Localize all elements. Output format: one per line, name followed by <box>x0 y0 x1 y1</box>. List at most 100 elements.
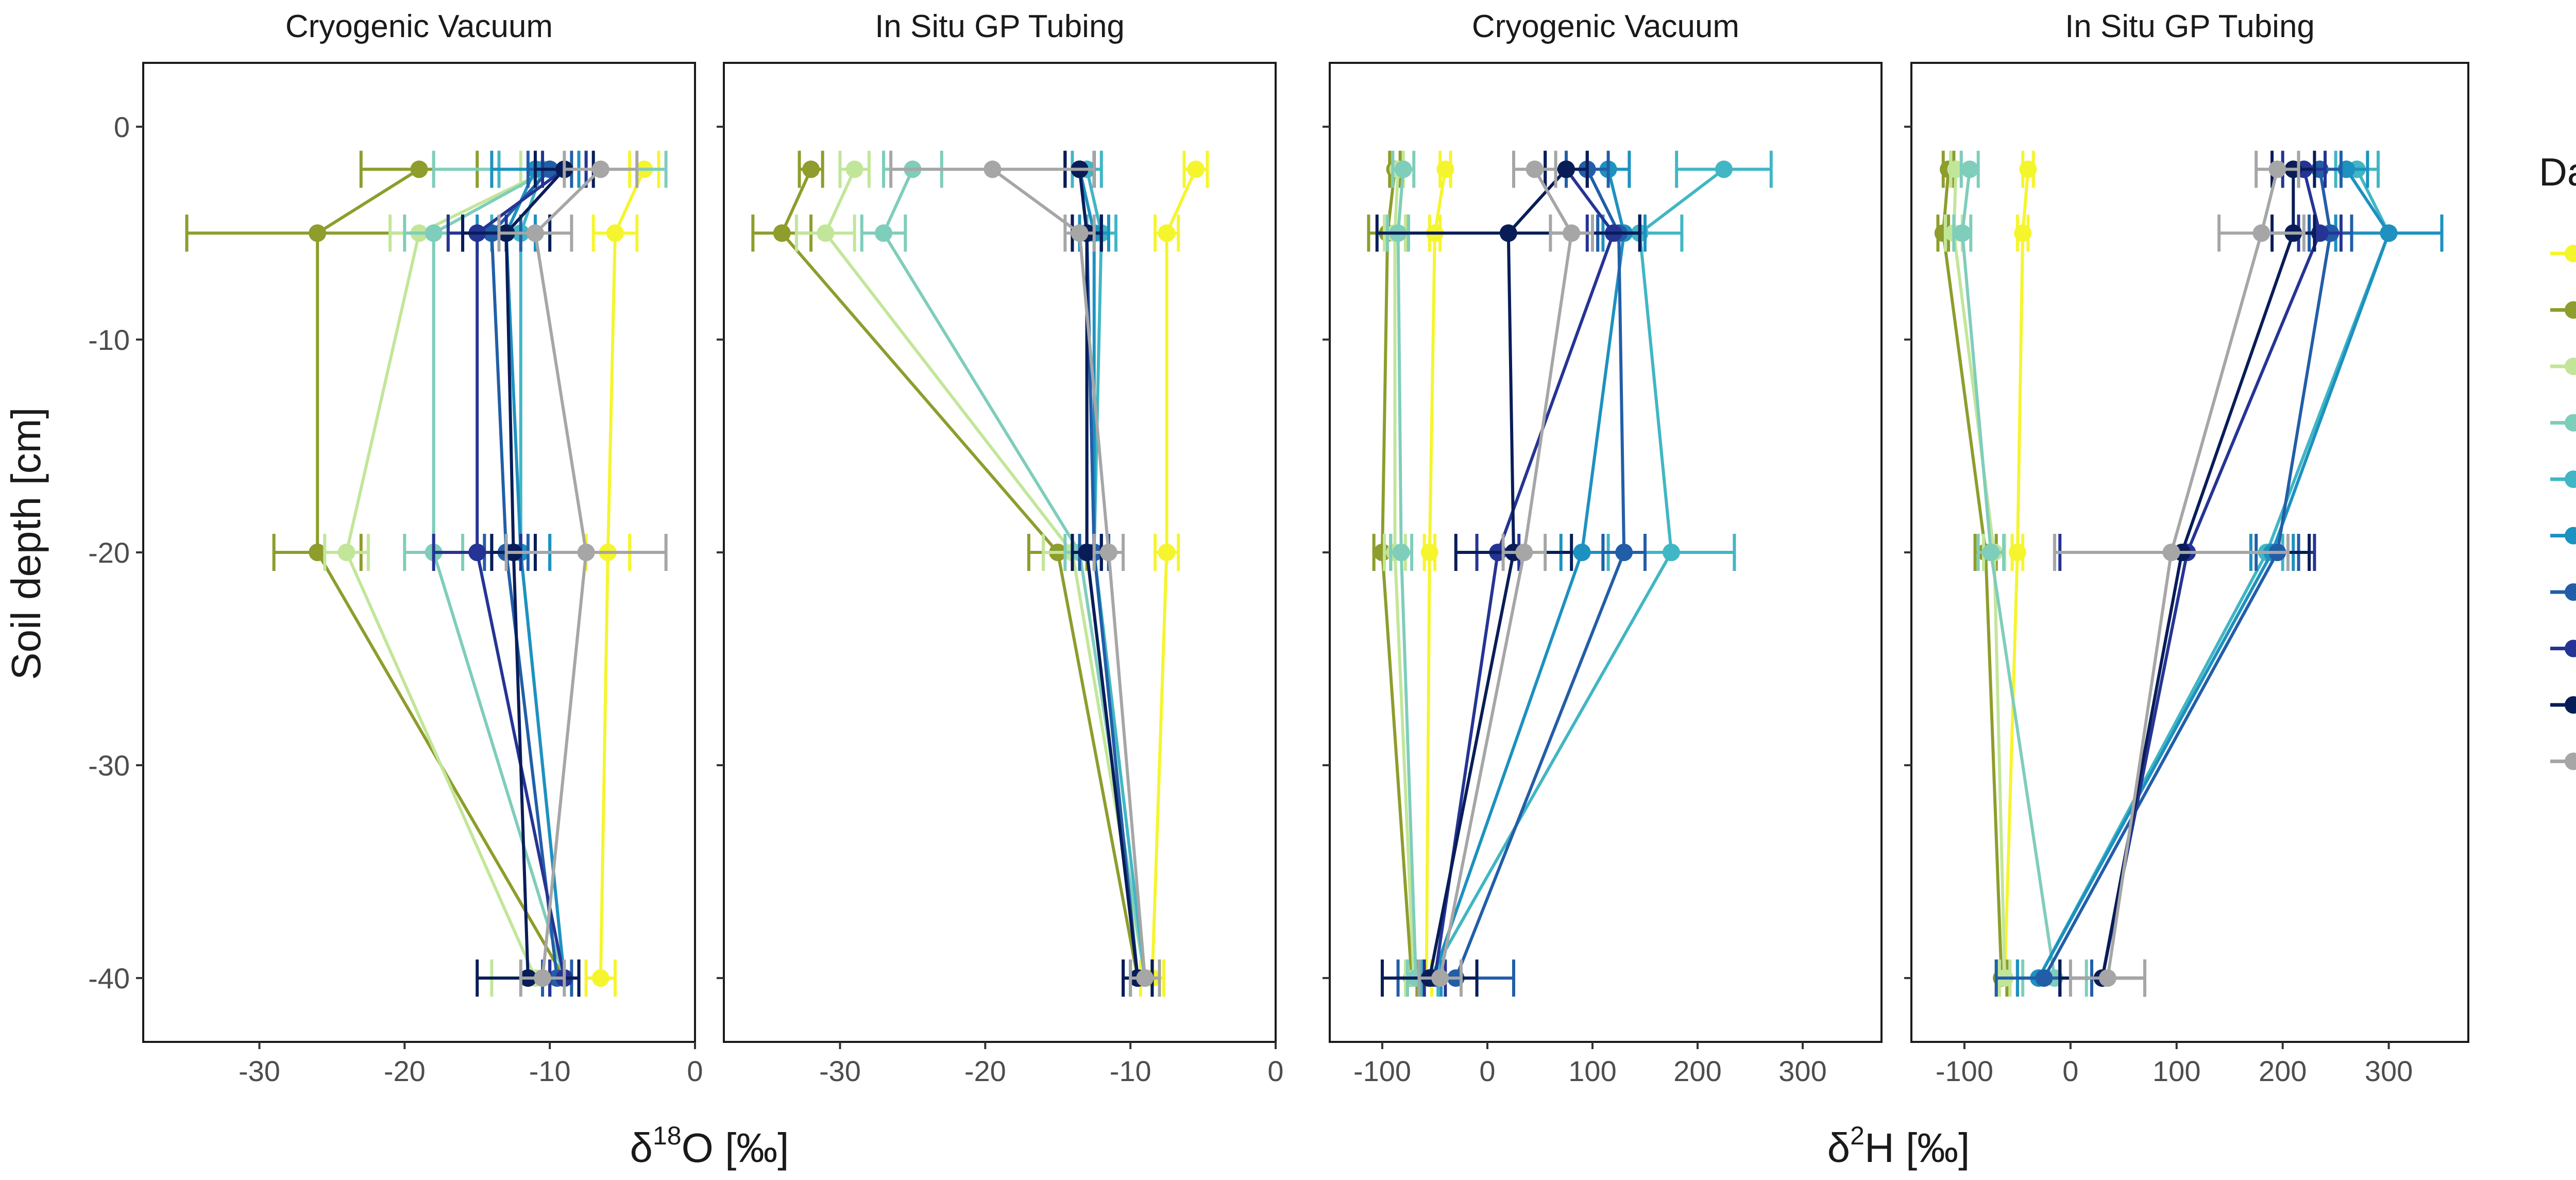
data-point <box>1420 544 1438 561</box>
x-tick-label: 0 <box>1479 1055 1495 1087</box>
data-point <box>1392 544 1410 561</box>
series-line <box>2042 169 2332 979</box>
panel-in-situ-gp-tubing-d2h: In Situ GP Tubing -100 0 100 200 300 <box>1904 9 2469 1087</box>
x-tick-label: -100 <box>1353 1055 1411 1087</box>
x-tick-label: 0 <box>687 1055 703 1087</box>
series-line <box>345 167 551 979</box>
data-point <box>1563 224 1581 242</box>
x-axis-title-d2h: δ2H [‰] <box>1827 1121 1970 1171</box>
legend-entry-13: 13 <box>2550 470 2576 488</box>
data-point <box>984 160 1002 178</box>
data-point <box>1953 224 1971 242</box>
data-point <box>1663 544 1680 561</box>
series-line <box>2003 169 2030 979</box>
legend-entry-16: 16 <box>2550 583 2576 601</box>
legend-key-point <box>2565 245 2576 262</box>
data-point <box>773 224 791 242</box>
series-line <box>2037 168 2391 979</box>
series-line <box>2100 169 2295 979</box>
x-axis-title-d2h-sup: 2 <box>1850 1121 1865 1150</box>
x-tick-label: -30 <box>239 1055 280 1087</box>
legend-key-point <box>2565 470 2576 488</box>
series-line <box>1428 168 1725 979</box>
data-point <box>1499 224 1517 242</box>
data-point <box>410 160 428 178</box>
x-axis-title-d18o-base: δ <box>630 1125 653 1171</box>
data-point <box>591 160 609 178</box>
data-point <box>468 544 486 561</box>
legend-key-point <box>2565 639 2576 658</box>
x-tick-label: 300 <box>2365 1055 2413 1087</box>
data-point <box>1436 160 1454 178</box>
legend-entry-14: 14 <box>2550 527 2576 545</box>
series-line <box>1425 169 1447 979</box>
data-point <box>1982 544 2000 561</box>
panel-title: In Situ GP Tubing <box>875 9 1125 44</box>
data-point <box>2019 160 2037 178</box>
data-point <box>1158 544 1176 561</box>
series-line <box>1085 168 1147 979</box>
x-tick-label: -30 <box>819 1055 861 1087</box>
data-point <box>1515 544 1533 561</box>
x-tick-label: -10 <box>529 1055 571 1087</box>
y-tick-label: 0 <box>114 111 130 143</box>
series-line <box>1393 169 1416 979</box>
panel-cryogenic-vacuum-d2h: Cryogenic Vacuum -100 0 100 200 300 <box>1323 9 1883 1087</box>
legend-entry-22: 22 <box>2550 696 2576 714</box>
x-tick-label: 0 <box>2062 1055 2078 1087</box>
y-tick-label: -30 <box>88 749 130 782</box>
series-line <box>1078 169 1140 979</box>
series-line <box>2100 168 2321 979</box>
x-axis-title-d18o: δ18O [‰] <box>630 1121 789 1171</box>
data-point <box>2162 544 2180 561</box>
data-point <box>802 160 820 178</box>
data-point <box>1615 544 1633 561</box>
data-point <box>2380 224 2398 242</box>
y-tick-label: -20 <box>88 536 130 569</box>
x-tick-label: 100 <box>1568 1055 1616 1087</box>
series-line <box>504 168 566 979</box>
panel-frame <box>723 62 1277 1043</box>
series-26 <box>2053 150 2306 997</box>
series-line <box>991 168 1147 979</box>
series-line <box>1952 169 2007 979</box>
panel-data-layer <box>751 150 1209 997</box>
data-point <box>577 544 595 561</box>
data-point <box>2014 224 2032 242</box>
legend-entry-0: 0 <box>2550 245 2576 262</box>
data-point <box>1961 160 1979 178</box>
series-line <box>1941 169 2003 979</box>
series-line <box>599 168 646 979</box>
series-line <box>780 168 1140 979</box>
panel-cryogenic-vacuum-d18o: Cryogenic Vacuum -30 -20 -10 0 0 -10 -20 -30 -40 <box>88 9 703 1087</box>
series-26 <box>1417 150 1594 997</box>
data-point <box>1431 969 1449 987</box>
panel-data-layer <box>1367 150 1773 997</box>
series-line <box>1433 168 1616 979</box>
series-line <box>1438 168 1573 979</box>
legend-entry-12: 12 <box>2550 414 2576 432</box>
legend: DaL 0 5 8 12 13 14 16 19 22 26 <box>2539 150 2576 770</box>
legend-key-point <box>2565 752 2576 770</box>
series-line <box>432 167 566 979</box>
data-point <box>337 544 355 561</box>
data-point <box>2008 544 2026 561</box>
series-26 <box>497 150 668 997</box>
legend-key-point <box>2565 527 2576 545</box>
data-point <box>526 224 544 242</box>
x-tick-label: -10 <box>1110 1055 1151 1087</box>
data-point <box>1394 160 1412 178</box>
panel-data-layer <box>185 150 668 997</box>
x-tick-label: -100 <box>1936 1055 1993 1087</box>
x-axis-title-d2h-base: δ <box>1827 1125 1851 1171</box>
series-line <box>1960 169 2056 979</box>
data-point <box>2035 969 2053 987</box>
data-point <box>1557 160 1575 178</box>
data-point <box>817 224 835 242</box>
series-line <box>1454 168 1626 979</box>
panel-in-situ-gp-tubing-d18o: In Situ GP Tubing -30 -20 -10 0 <box>717 9 1284 1087</box>
data-point <box>1158 224 1176 242</box>
x-tick-label: 0 <box>1267 1055 1283 1087</box>
data-point <box>1099 544 1117 561</box>
